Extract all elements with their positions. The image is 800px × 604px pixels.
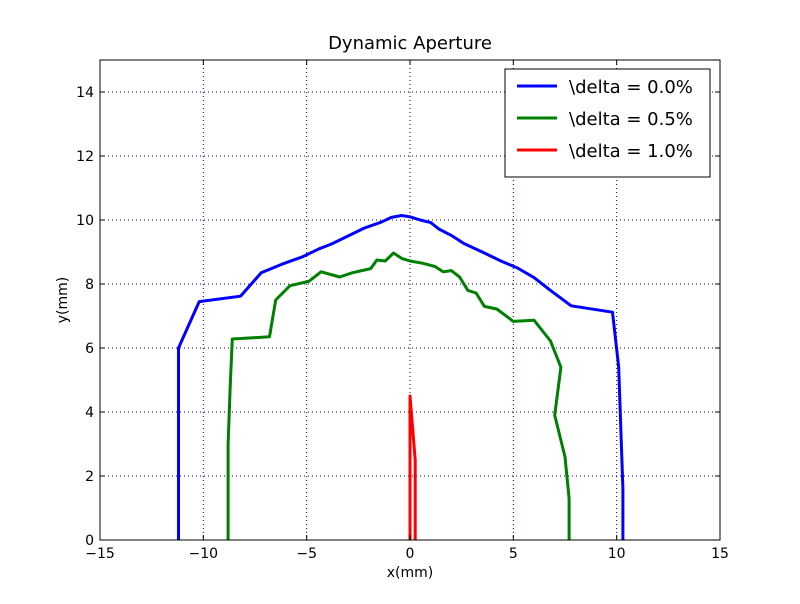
legend: \delta = 0.0% \delta = 0.5% \delta = 1.0% <box>504 68 711 178</box>
series-line-2 <box>408 394 417 540</box>
x-tick-label: 5 <box>509 546 518 562</box>
y-tick-label: 12 <box>76 149 94 165</box>
tick-labels: −15 −10 −5 0 5 10 15 0 2 4 6 8 10 12 14 <box>76 85 729 562</box>
y-tick-label: 0 <box>85 533 94 549</box>
x-axis-label: x(mm) <box>387 565 433 581</box>
y-tick-label: 2 <box>85 469 94 485</box>
x-tick-label: 10 <box>608 546 626 562</box>
x-tick-label: −15 <box>85 546 115 562</box>
y-tick-label: 8 <box>85 277 94 293</box>
x-tick-label: 15 <box>711 546 729 562</box>
y-tick-label: 10 <box>76 213 94 229</box>
series-line-0 <box>177 214 625 540</box>
y-axis-label: y(mm) <box>55 277 71 323</box>
legend-label-1: \delta = 0.5% <box>569 109 693 130</box>
x-tick-label: 0 <box>406 546 415 562</box>
x-tick-label: −5 <box>296 546 317 562</box>
legend-label-2: \delta = 1.0% <box>569 141 693 162</box>
x-tick-label: −10 <box>189 546 219 562</box>
series-line-1 <box>226 251 571 540</box>
y-tick-label: 6 <box>85 341 94 357</box>
legend-label-0: \delta = 0.0% <box>569 77 693 98</box>
chart-title: Dynamic Aperture <box>328 33 492 54</box>
series-layer <box>177 214 625 540</box>
ticks <box>99 60 721 541</box>
y-tick-label: 4 <box>85 405 94 421</box>
y-tick-label: 14 <box>76 85 94 101</box>
